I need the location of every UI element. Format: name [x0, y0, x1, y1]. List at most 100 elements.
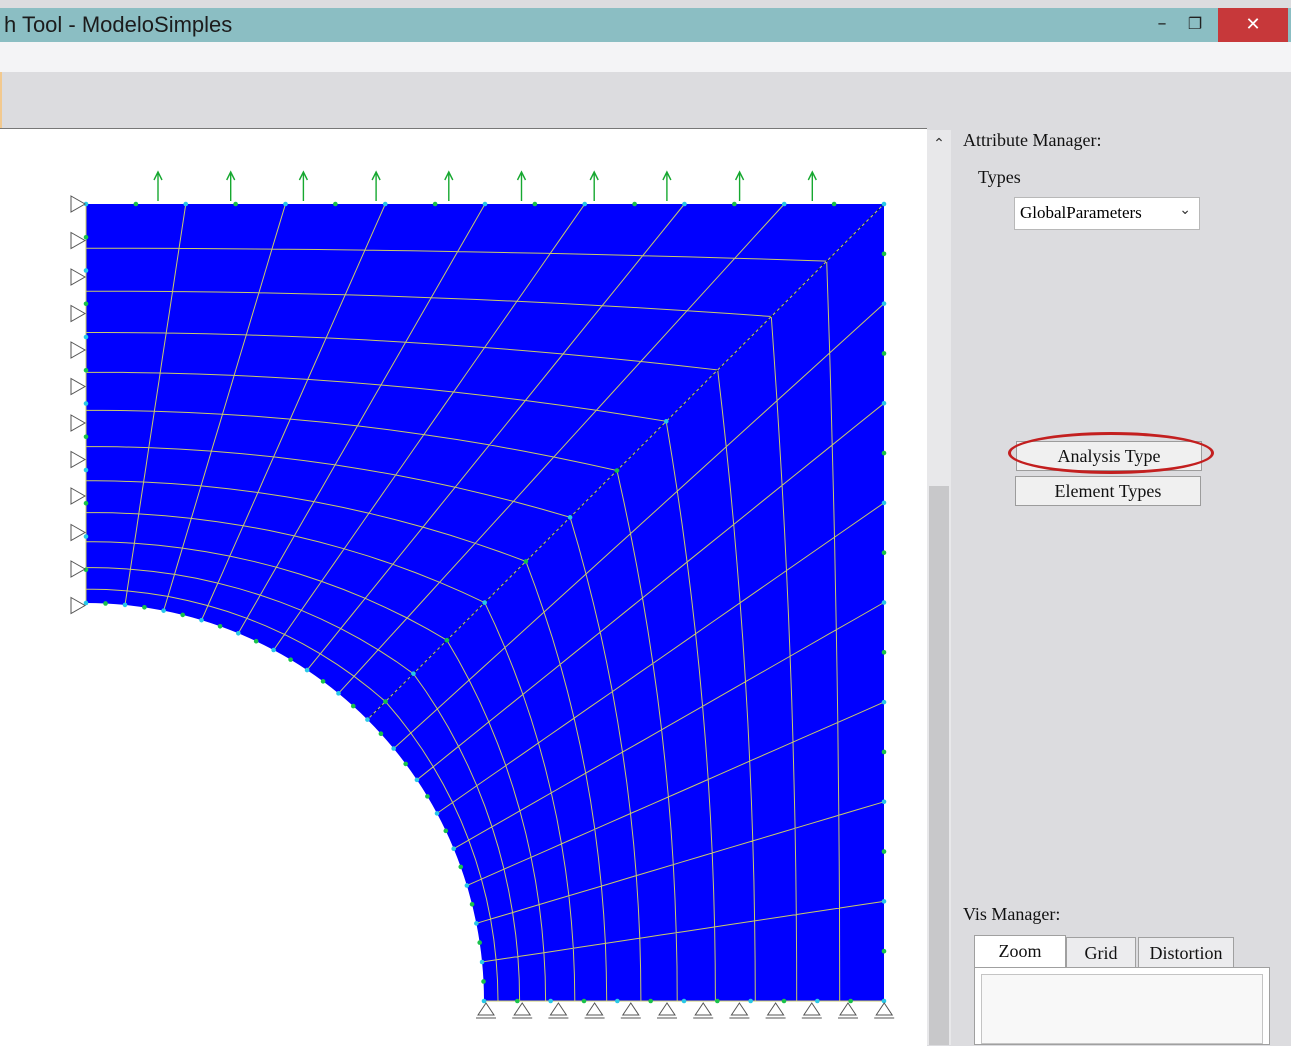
mesh-node	[479, 959, 485, 965]
mesh-node	[133, 201, 139, 207]
mesh-node	[83, 234, 89, 240]
mesh-node	[236, 630, 241, 636]
support-bottom	[875, 1002, 894, 1016]
mesh-node	[161, 608, 166, 613]
mesh-node	[391, 746, 396, 751]
mesh-node	[881, 998, 887, 1004]
mesh-node	[881, 450, 887, 456]
mesh-node	[682, 201, 687, 207]
chevron-down-icon: ⌄	[1179, 202, 1191, 218]
highlight-circle	[1008, 432, 1214, 474]
tab-grid[interactable]: Grid	[1066, 937, 1136, 971]
mesh-node	[271, 647, 276, 653]
mesh-node	[881, 799, 887, 805]
mesh-node	[383, 699, 388, 704]
support-left	[70, 523, 87, 542]
tab-distortion[interactable]: Distortion	[1138, 937, 1234, 971]
mesh-node	[732, 201, 737, 207]
mesh-node	[469, 901, 475, 907]
menu-bar	[0, 42, 1291, 72]
types-select[interactable]: GlobalParameters ⌄	[1014, 197, 1200, 230]
mesh-node	[581, 998, 587, 1004]
load-arrow-head	[444, 170, 454, 181]
mesh-node	[648, 998, 653, 1004]
mesh-node	[444, 637, 450, 643]
mesh-node	[474, 921, 479, 926]
mesh-node	[458, 864, 464, 870]
tab-zoom[interactable]: Zoom	[974, 935, 1066, 969]
load-arrow-head	[807, 170, 817, 181]
mesh-node	[715, 998, 720, 1004]
load-arrow-head	[153, 170, 163, 181]
mesh-node	[378, 731, 384, 737]
mesh-node	[180, 612, 186, 618]
support-left	[70, 450, 87, 469]
mesh-node	[781, 998, 787, 1004]
model-canvas[interactable]	[0, 128, 927, 1046]
support-bottom	[694, 1002, 713, 1016]
mesh-node	[567, 515, 573, 520]
mesh-node	[881, 550, 887, 555]
mesh-node	[515, 998, 520, 1004]
window-title: h Tool - ModeloSimples	[4, 12, 233, 37]
toolbar	[0, 72, 1291, 128]
mesh-node	[122, 602, 128, 608]
mesh-node	[83, 268, 89, 273]
element-types-button[interactable]: Element Types	[1015, 476, 1201, 506]
mesh-node	[881, 600, 887, 605]
mesh-node	[83, 367, 89, 373]
mesh-node	[582, 201, 588, 207]
support-bottom	[730, 1002, 749, 1016]
minimize-icon[interactable]: –	[1157, 13, 1167, 34]
mesh-node	[83, 534, 89, 539]
support-bottom	[839, 1002, 857, 1016]
mesh-node	[365, 717, 370, 722]
attribute-manager-title: Attribute Manager:	[963, 130, 1102, 150]
mesh-node	[681, 998, 687, 1004]
mesh-node	[304, 667, 310, 673]
mesh-node	[614, 468, 620, 473]
mesh-node	[831, 201, 837, 207]
mesh-node	[815, 998, 820, 1004]
mesh-node	[881, 699, 887, 705]
support-left	[70, 231, 87, 250]
close-icon[interactable]: ✕	[1218, 8, 1288, 42]
load-arrow-head	[298, 170, 309, 181]
mesh-node	[414, 777, 420, 783]
mesh-node	[548, 998, 553, 1004]
maximize-icon[interactable]: ❐	[1187, 14, 1203, 33]
mesh-node	[233, 201, 238, 207]
mesh-node	[848, 998, 853, 1004]
mesh-node	[881, 400, 887, 406]
mesh-node	[881, 251, 887, 257]
canvas-scrollbar[interactable]: ⌃	[927, 130, 951, 1045]
mesh-node	[411, 671, 416, 676]
mesh-node	[482, 600, 487, 605]
mesh-node	[781, 201, 787, 207]
mesh-node	[103, 601, 108, 606]
mesh-node	[615, 998, 620, 1004]
mesh-node	[881, 500, 887, 506]
mesh-node	[663, 419, 669, 424]
mesh-node	[142, 605, 147, 610]
zoom-tab-panel	[974, 967, 1270, 1045]
support-bottom	[802, 1002, 821, 1016]
mesh-node	[443, 828, 449, 834]
mesh-view[interactable]	[0, 129, 927, 1046]
mesh-node	[283, 201, 288, 207]
mesh-node	[632, 201, 637, 207]
mesh-node	[382, 201, 388, 207]
scroll-up-icon[interactable]: ⌃	[933, 136, 945, 152]
mesh-node	[481, 998, 487, 1004]
types-select-value: GlobalParameters	[1020, 203, 1142, 222]
support-bottom	[477, 1002, 495, 1016]
mesh-node	[83, 500, 89, 506]
vis-manager-title: Vis Manager:	[963, 904, 1061, 924]
support-left	[70, 377, 87, 396]
support-bottom	[658, 1002, 676, 1016]
types-label: Types	[978, 167, 1021, 187]
mesh-node	[464, 883, 470, 888]
scroll-thumb[interactable]	[929, 486, 949, 1045]
mesh-node	[523, 559, 529, 564]
mesh-node	[434, 811, 440, 816]
